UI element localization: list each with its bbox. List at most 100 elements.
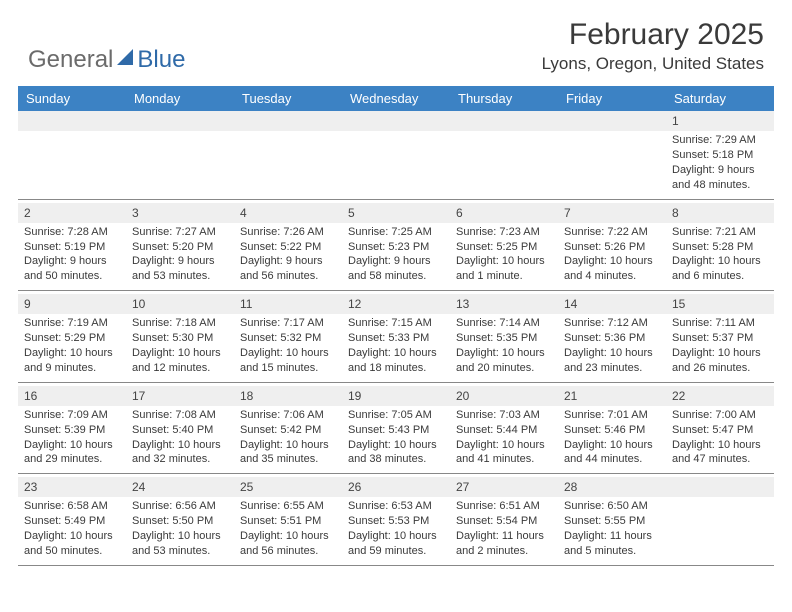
day-number (342, 111, 450, 131)
sunrise-text: Sunrise: 7:05 AM (348, 408, 444, 423)
sunrise-text: Sunrise: 6:56 AM (132, 499, 228, 514)
daylight-text: Daylight: 10 hours (24, 438, 120, 453)
day-cell (342, 111, 450, 199)
sunset-text: Sunset: 5:35 PM (456, 331, 552, 346)
weekday-header: Wednesday (342, 86, 450, 111)
day-cell: 27Sunrise: 6:51 AMSunset: 5:54 PMDayligh… (450, 474, 558, 565)
day-cell: 6Sunrise: 7:23 AMSunset: 5:25 PMDaylight… (450, 200, 558, 291)
sunrise-text: Sunrise: 7:17 AM (240, 316, 336, 331)
day-number (450, 111, 558, 131)
daylight-text: and 35 minutes. (240, 452, 336, 467)
day-number: 17 (126, 386, 234, 406)
daylight-text: Daylight: 10 hours (348, 346, 444, 361)
sunset-text: Sunset: 5:33 PM (348, 331, 444, 346)
sunset-text: Sunset: 5:19 PM (24, 240, 120, 255)
day-number: 8 (666, 203, 774, 223)
day-number: 4 (234, 203, 342, 223)
weekday-header: Thursday (450, 86, 558, 111)
sunset-text: Sunset: 5:50 PM (132, 514, 228, 529)
daylight-text: Daylight: 9 hours (132, 254, 228, 269)
day-number: 6 (450, 203, 558, 223)
sunrise-text: Sunrise: 7:25 AM (348, 225, 444, 240)
day-number: 1 (666, 111, 774, 131)
daylight-text: Daylight: 10 hours (564, 346, 660, 361)
day-number: 23 (18, 477, 126, 497)
day-cell (450, 111, 558, 199)
sunrise-text: Sunrise: 7:08 AM (132, 408, 228, 423)
sunrise-text: Sunrise: 7:03 AM (456, 408, 552, 423)
day-cell: 15Sunrise: 7:11 AMSunset: 5:37 PMDayligh… (666, 291, 774, 382)
daylight-text: and 58 minutes. (348, 269, 444, 284)
daylight-text: and 23 minutes. (564, 361, 660, 376)
day-number: 12 (342, 294, 450, 314)
location-subtitle: Lyons, Oregon, United States (542, 54, 764, 74)
day-cell: 24Sunrise: 6:56 AMSunset: 5:50 PMDayligh… (126, 474, 234, 565)
day-cell: 12 Sunrise: 7:15 AMSunset: 5:33 PMDayligh… (342, 291, 450, 382)
sunrise-text: Sunrise: 7:18 AM (132, 316, 228, 331)
sunset-text: Sunset: 5:54 PM (456, 514, 552, 529)
calendar: SundayMondayTuesdayWednesdayThursdayFrid… (18, 86, 774, 566)
daylight-text: and 32 minutes. (132, 452, 228, 467)
day-cell: 21Sunrise: 7:01 AMSunset: 5:46 PMDayligh… (558, 383, 666, 474)
day-number: 27 (450, 477, 558, 497)
day-number: 16 (18, 386, 126, 406)
day-number: 2 (18, 203, 126, 223)
daylight-text: and 5 minutes. (564, 544, 660, 559)
day-cell: 16Sunrise: 7:09 AMSunset: 5:39 PMDayligh… (18, 383, 126, 474)
daylight-text: and 38 minutes. (348, 452, 444, 467)
day-cell: 11Sunrise: 7:17 AMSunset: 5:32 PMDayligh… (234, 291, 342, 382)
sunset-text: Sunset: 5:40 PM (132, 423, 228, 438)
sunrise-text: Sunrise: 7:21 AM (672, 225, 768, 240)
daylight-text: Daylight: 11 hours (564, 529, 660, 544)
day-number: 24 (126, 477, 234, 497)
day-number (18, 111, 126, 131)
sunrise-text: Sunrise: 7:11 AM (672, 316, 768, 331)
sunset-text: Sunset: 5:32 PM (240, 331, 336, 346)
daylight-text: and 29 minutes. (24, 452, 120, 467)
day-number: 9 (18, 294, 126, 314)
day-number (234, 111, 342, 131)
sunrise-text: Sunrise: 7:29 AM (672, 133, 768, 148)
daylight-text: and 2 minutes. (456, 544, 552, 559)
daylight-text: and 12 minutes. (132, 361, 228, 376)
day-number: 10 (126, 294, 234, 314)
daylight-text: Daylight: 9 hours (672, 163, 768, 178)
daylight-text: Daylight: 11 hours (456, 529, 552, 544)
day-number: 20 (450, 386, 558, 406)
sunrise-text: Sunrise: 6:58 AM (24, 499, 120, 514)
day-cell (234, 111, 342, 199)
week-row: 1Sunrise: 7:29 AMSunset: 5:18 PMDaylight… (18, 111, 774, 199)
sunrise-text: Sunrise: 6:50 AM (564, 499, 660, 514)
daylight-text: and 4 minutes. (564, 269, 660, 284)
daylight-text: and 1 minute. (456, 269, 552, 284)
sunrise-text: Sunrise: 7:28 AM (24, 225, 120, 240)
day-number: 13 (450, 294, 558, 314)
day-number: 25 (234, 477, 342, 497)
daylight-text: and 47 minutes. (672, 452, 768, 467)
sunset-text: Sunset: 5:23 PM (348, 240, 444, 255)
sunset-text: Sunset: 5:30 PM (132, 331, 228, 346)
sunset-text: Sunset: 5:42 PM (240, 423, 336, 438)
day-cell: 20Sunrise: 7:03 AMSunset: 5:44 PMDayligh… (450, 383, 558, 474)
day-cell: 3Sunrise: 7:27 AMSunset: 5:20 PMDaylight… (126, 200, 234, 291)
logo-text-general: General (28, 46, 113, 74)
sunrise-text: Sunrise: 7:06 AM (240, 408, 336, 423)
sunrise-text: Sunrise: 6:55 AM (240, 499, 336, 514)
day-cell (558, 111, 666, 199)
daylight-text: and 26 minutes. (672, 361, 768, 376)
sunset-text: Sunset: 5:47 PM (672, 423, 768, 438)
weekday-header: Sunday (18, 86, 126, 111)
daylight-text: and 41 minutes. (456, 452, 552, 467)
sunrise-text: Sunrise: 7:15 AM (348, 316, 444, 331)
daylight-text: Daylight: 10 hours (132, 438, 228, 453)
daylight-text: Daylight: 10 hours (672, 254, 768, 269)
daylight-text: Daylight: 10 hours (348, 529, 444, 544)
day-number: 22 (666, 386, 774, 406)
daylight-text: Daylight: 10 hours (456, 254, 552, 269)
day-cell: 5Sunrise: 7:25 AMSunset: 5:23 PMDaylight… (342, 200, 450, 291)
sunrise-text: Sunrise: 7:26 AM (240, 225, 336, 240)
logo-sail-icon (115, 45, 137, 74)
sunrise-text: Sunrise: 7:12 AM (564, 316, 660, 331)
day-number: 28 (558, 477, 666, 497)
day-number: 5 (342, 203, 450, 223)
